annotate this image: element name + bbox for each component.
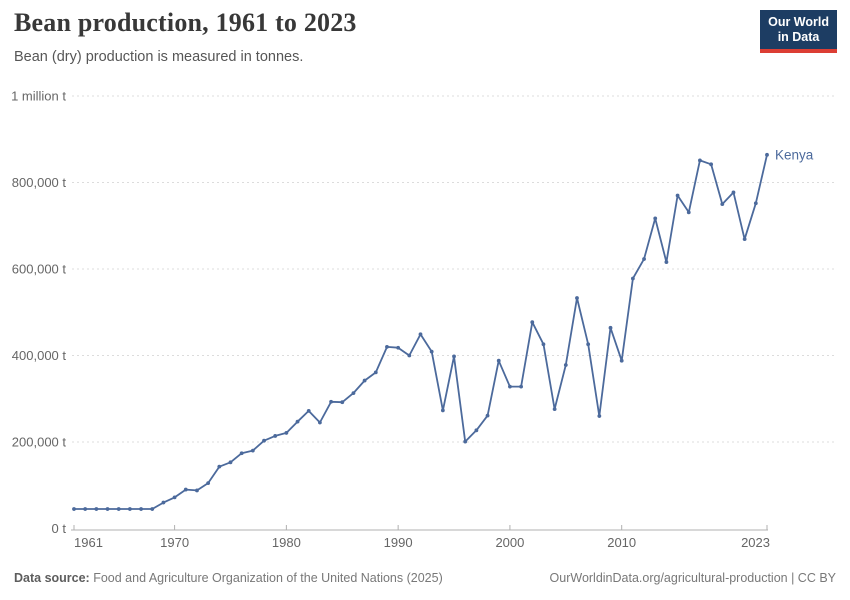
data-point[interactable] <box>161 500 166 505</box>
data-point[interactable] <box>742 237 747 242</box>
data-point[interactable] <box>239 451 244 456</box>
data-point[interactable] <box>340 400 345 405</box>
series-line-kenya[interactable] <box>73 153 768 510</box>
y-tick-label: 800,000 t <box>12 175 67 190</box>
data-point[interactable] <box>686 210 691 215</box>
y-tick-label: 400,000 t <box>12 348 67 363</box>
x-tick-label: 2010 <box>607 535 636 550</box>
logo-line-2: in Data <box>777 30 820 44</box>
data-point[interactable] <box>94 507 99 511</box>
chart-title: Bean production, 1961 to 2023 <box>14 8 357 37</box>
data-point[interactable] <box>228 460 233 465</box>
chart-subtitle: Bean (dry) production is measured in ton… <box>14 49 304 65</box>
data-point[interactable] <box>295 419 300 424</box>
x-tick-label: 1980 <box>272 535 301 550</box>
data-point[interactable] <box>284 431 289 435</box>
data-point[interactable] <box>150 507 155 511</box>
x-tick-label: 1961 <box>74 535 103 550</box>
data-point[interactable] <box>262 438 266 443</box>
data-point[interactable] <box>552 407 557 412</box>
data-point[interactable] <box>139 507 143 511</box>
data-point[interactable] <box>83 507 88 511</box>
data-point[interactable] <box>485 413 490 418</box>
data-point[interactable] <box>206 481 211 485</box>
data-point[interactable] <box>675 193 680 198</box>
data-point[interactable] <box>508 384 512 389</box>
data-point[interactable] <box>183 487 188 492</box>
data-point[interactable] <box>195 488 199 493</box>
footer-credit-link[interactable]: OurWorldinData.org/agricultural-producti… <box>549 571 836 585</box>
data-point[interactable] <box>519 384 523 389</box>
x-tick-label: 1970 <box>160 535 189 550</box>
x-tick-label: 1990 <box>384 535 413 550</box>
data-point[interactable] <box>217 464 222 469</box>
data-point[interactable] <box>105 507 110 511</box>
data-point[interactable] <box>575 296 579 300</box>
data-point[interactable] <box>396 345 401 350</box>
data-point[interactable] <box>172 495 177 500</box>
data-point[interactable] <box>765 152 769 157</box>
y-tick-label: 1 million t <box>11 89 66 104</box>
data-point[interactable] <box>72 507 76 511</box>
y-tick-label: 200,000 t <box>12 435 67 450</box>
data-point[interactable] <box>619 358 624 363</box>
data-point[interactable] <box>496 358 501 363</box>
data-point[interactable] <box>586 342 591 347</box>
data-point[interactable] <box>318 420 322 425</box>
data-point[interactable] <box>373 370 378 375</box>
data-point[interactable] <box>709 162 714 167</box>
data-point[interactable] <box>563 363 568 367</box>
data-point[interactable] <box>127 507 132 511</box>
data-point[interactable] <box>463 439 468 444</box>
data-point[interactable] <box>653 216 658 221</box>
data-point[interactable] <box>385 344 389 349</box>
series-label-kenya[interactable]: Kenya <box>775 147 814 162</box>
data-point[interactable] <box>362 378 367 383</box>
owid-logo: Our World in Data <box>760 10 837 53</box>
data-point[interactable] <box>429 349 434 354</box>
x-tick-label: 2000 <box>495 535 524 550</box>
data-point[interactable] <box>753 201 758 206</box>
data-point[interactable] <box>541 342 546 347</box>
data-point[interactable] <box>698 158 702 163</box>
data-point[interactable] <box>273 434 278 438</box>
data-point[interactable] <box>664 260 669 264</box>
data-point[interactable] <box>608 325 613 330</box>
data-point[interactable] <box>407 353 412 358</box>
data-point[interactable] <box>306 408 311 413</box>
data-source-text: Food and Agriculture Organization of the… <box>93 571 443 585</box>
y-tick-label: 0 t <box>52 521 67 536</box>
data-source-label: Data source: <box>14 571 90 585</box>
data-point[interactable] <box>329 399 333 404</box>
x-tick-label: 2023 <box>741 535 770 550</box>
data-source-line: Data source: Food and Agriculture Organi… <box>14 571 443 585</box>
data-point[interactable] <box>642 257 646 261</box>
data-point[interactable] <box>250 448 255 453</box>
data-point[interactable] <box>731 190 736 195</box>
y-tick-label: 600,000 t <box>12 262 67 277</box>
logo-line-1: Our World <box>768 15 829 29</box>
data-point[interactable] <box>474 428 479 433</box>
data-point[interactable] <box>597 414 602 418</box>
data-point[interactable] <box>630 276 635 281</box>
data-point[interactable] <box>720 202 725 207</box>
data-point[interactable] <box>452 354 456 359</box>
data-point[interactable] <box>440 408 445 413</box>
data-point[interactable] <box>116 507 121 511</box>
data-point[interactable] <box>418 332 423 337</box>
data-point[interactable] <box>351 391 356 396</box>
data-point[interactable] <box>530 320 535 325</box>
